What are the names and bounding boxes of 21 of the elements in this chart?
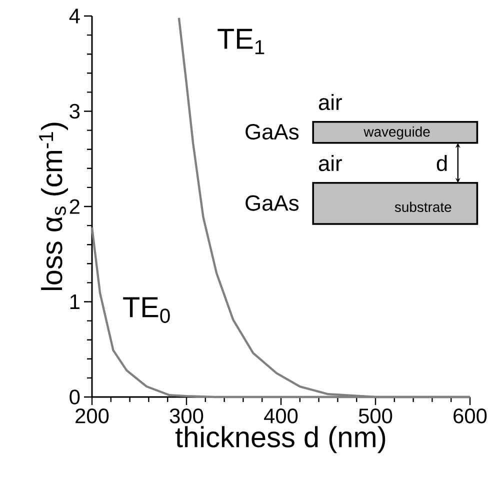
y-tick-label: 0 <box>70 390 80 404</box>
y-tick-label: 4 <box>69 8 80 24</box>
y-tick-label: 2 <box>70 199 80 214</box>
x-tick-label: 200 <box>76 408 109 424</box>
annotation: substrate <box>394 202 452 212</box>
series-label: TE$_{1}$ <box>218 28 264 54</box>
series-label: TE$_{0}$ <box>123 297 170 323</box>
y-tick-label: 1 <box>70 294 80 309</box>
annotation: GaAs <box>246 195 299 211</box>
x-tick-label: 600 <box>454 408 487 424</box>
x-tick-label: 400 <box>264 408 298 424</box>
annotation: waveguide <box>364 126 430 140</box>
y-axis-title: loss α$_{s}$ (cm$^{-1}$) <box>39 122 68 290</box>
annotation: GaAs <box>246 124 299 140</box>
annotation: air <box>318 94 342 110</box>
annotation: air <box>318 155 342 172</box>
x-axis-title: thickness d (nm) <box>175 426 386 454</box>
annotation: d <box>436 155 447 172</box>
x-tick-label: 300 <box>170 408 204 424</box>
y-tick-label: 3 <box>70 104 80 119</box>
x-tick-label: 500 <box>358 408 392 424</box>
